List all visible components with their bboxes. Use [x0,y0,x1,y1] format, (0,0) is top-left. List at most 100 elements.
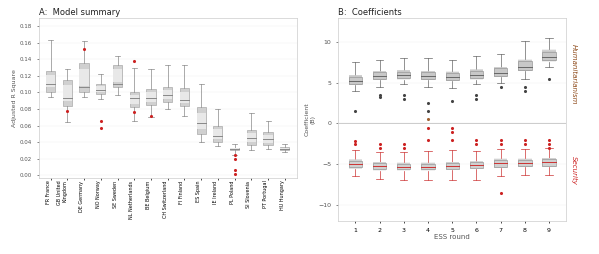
Point [230,172,240,176]
Point [350,139,360,143]
Bar [397,71,410,78]
Bar [470,69,483,79]
Bar [470,71,483,78]
Bar [543,51,556,60]
Bar [349,76,362,85]
Bar [397,71,410,79]
Bar [46,75,55,87]
Bar [146,92,156,102]
Point [399,142,409,146]
Bar [373,71,386,80]
Point [520,138,530,142]
Bar [446,72,459,81]
Bar [446,72,459,81]
Bar [494,67,507,77]
Point [447,99,457,103]
Point [544,146,554,150]
Bar [349,75,362,85]
Bar [543,159,556,166]
Bar [470,70,483,79]
Bar [543,51,556,61]
Bar [543,52,556,60]
Bar [146,89,156,105]
Bar [349,160,362,168]
Bar [196,113,206,129]
Bar [180,92,189,103]
Bar [421,163,435,170]
Bar [349,77,362,84]
Point [496,138,506,142]
Bar [373,162,386,170]
Point [520,85,530,89]
Bar [397,70,410,79]
Point [423,101,433,105]
Bar [543,50,556,62]
Point [423,125,433,130]
Bar [446,162,459,170]
Point [496,142,506,146]
Bar [397,164,410,169]
Text: Security: Security [571,156,577,185]
Bar [494,67,507,77]
Bar [373,71,386,80]
Point [129,110,139,114]
Bar [349,76,362,84]
Bar [446,73,459,80]
Bar [518,60,531,71]
X-axis label: ESS round: ESS round [434,234,470,240]
Point [544,142,554,146]
Bar [543,158,556,167]
Point [496,85,506,89]
Bar [373,162,386,170]
Bar [470,161,483,168]
Bar [349,159,362,169]
Bar [470,161,483,169]
Y-axis label: Adjusted R Square: Adjusted R Square [12,69,17,127]
Point [62,109,72,113]
Bar [63,85,72,101]
Bar [96,86,105,92]
Point [230,157,240,161]
Bar [213,129,222,139]
Bar [373,162,386,171]
Bar [518,159,531,167]
Bar [446,162,459,169]
Bar [196,107,206,134]
Point [230,167,240,171]
Bar [518,158,531,167]
Point [146,114,156,118]
Bar [230,148,239,149]
Bar [46,71,55,92]
Bar [397,70,410,80]
Bar [264,135,273,143]
Bar [543,158,556,166]
Point [423,117,433,121]
Bar [470,162,483,168]
Bar [494,67,507,77]
Point [423,109,433,113]
Bar [397,163,410,170]
Bar [518,159,531,167]
Bar [494,158,507,168]
Bar [494,159,507,167]
Point [447,125,457,130]
Bar [494,68,507,76]
Bar [247,130,256,145]
Bar [543,159,556,166]
Bar [543,158,556,167]
Point [375,146,385,150]
Bar [494,159,507,168]
Bar [518,60,531,71]
Bar [349,160,362,169]
Bar [373,72,386,80]
Bar [129,92,139,107]
Point [471,138,481,142]
Bar [421,71,435,80]
Text: B:  Coefficients: B: Coefficients [338,8,402,17]
Bar [518,160,531,166]
Bar [230,148,239,150]
Bar [446,71,459,81]
Bar [421,71,435,80]
Bar [113,69,122,82]
Bar [518,61,531,70]
